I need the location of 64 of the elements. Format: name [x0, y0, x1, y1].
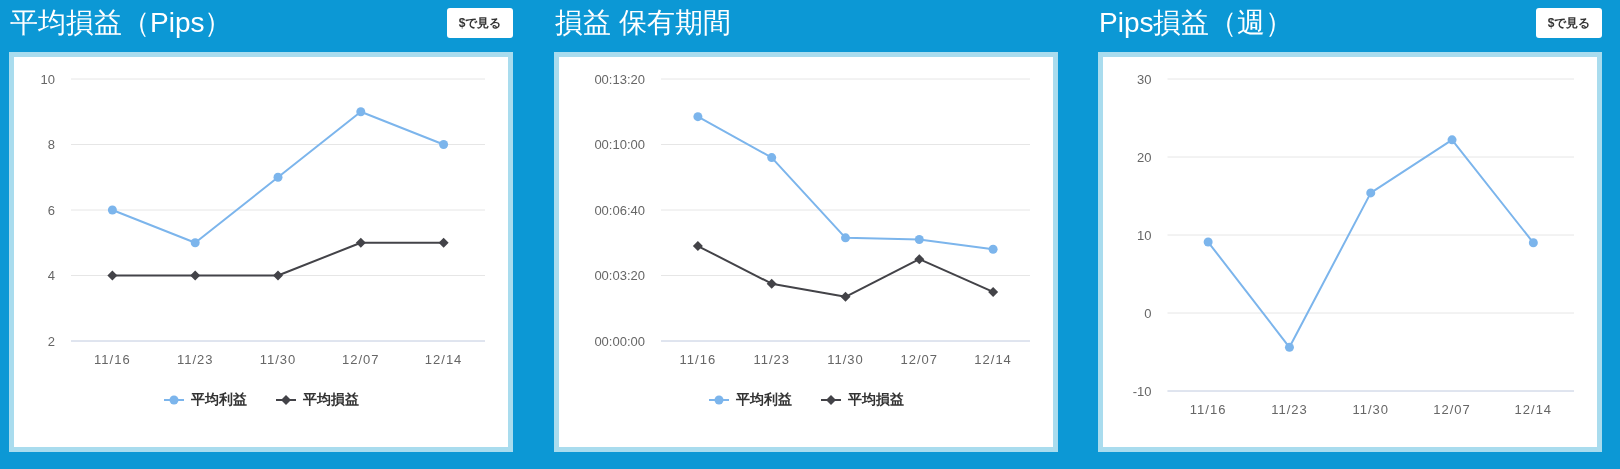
point: [107, 270, 118, 281]
point: [1447, 135, 1457, 145]
y-tick-label: 10: [1137, 227, 1152, 243]
point: [692, 241, 703, 252]
chart-title: Pips損益（週）: [1099, 6, 1294, 40]
y-tick-label: 6: [47, 202, 55, 218]
y-tick-label: 00:06:40: [594, 202, 645, 218]
x-tick-label: 12/07: [342, 352, 380, 368]
point: [438, 237, 449, 248]
legend-label: 平均利益: [735, 391, 792, 409]
x-tick-label: 11/30: [827, 352, 864, 368]
point: [841, 233, 850, 243]
x-tick-label: 11/23: [753, 352, 790, 368]
x-tick-label: 12/14: [424, 352, 463, 368]
point: [273, 270, 283, 281]
x-tick-label: 12/07: [900, 352, 939, 368]
point: [988, 286, 999, 297]
x-tick-label: 12/14: [1514, 402, 1553, 418]
y-tick-label: 00:13:20: [594, 71, 645, 87]
y-tick-label: 30: [1137, 71, 1152, 87]
point: [1203, 237, 1213, 247]
point: [1284, 342, 1294, 352]
y-tick-label: 0: [1144, 305, 1152, 321]
x-tick-label: 11/30: [1352, 402, 1390, 418]
point: [190, 270, 201, 281]
point: [190, 238, 200, 248]
legend-label: 平均損益: [302, 391, 359, 409]
toggle-button[interactable]: $で見る: [1536, 8, 1602, 38]
point: [1366, 188, 1376, 198]
y-tick-label: 00:00:00: [594, 333, 645, 349]
x-tick-label: 11/16: [94, 352, 131, 368]
y-tick-label: 2: [47, 333, 55, 349]
y-tick-label: 8: [47, 137, 55, 153]
point: [439, 140, 449, 149]
point: [356, 107, 366, 117]
legend-label: 平均利益: [190, 391, 247, 409]
x-tick-label: 11/23: [176, 352, 214, 368]
y-tick-label: -10: [1132, 383, 1152, 399]
x-tick-label: 11/23: [1271, 402, 1308, 418]
y-tick-label: 20: [1137, 149, 1152, 165]
point: [107, 205, 117, 215]
point: [355, 237, 366, 248]
legend-label: 平均損益: [847, 391, 904, 409]
point: [767, 153, 777, 163]
y-tick-label: 00:03:20: [594, 268, 645, 284]
point: [840, 291, 851, 302]
point: [1528, 238, 1538, 248]
point: [273, 172, 283, 182]
x-tick-label: 12/14: [974, 352, 1012, 368]
toggle-button[interactable]: $で見る: [447, 8, 513, 38]
point: [914, 234, 924, 244]
y-tick-label: 00:10:00: [594, 137, 645, 153]
chart-title: 平均損益（Pips）: [10, 6, 233, 40]
x-tick-label: 11/30: [259, 352, 297, 368]
chart-title: 損益 保有期間: [555, 6, 731, 40]
point: [693, 112, 703, 122]
x-tick-label: 11/16: [679, 352, 717, 368]
y-tick-label: 4: [47, 268, 55, 284]
x-tick-label: 11/16: [1189, 402, 1227, 418]
point: [766, 278, 777, 289]
point: [988, 244, 998, 254]
x-tick-label: 12/07: [1433, 402, 1471, 418]
point: [914, 254, 925, 265]
y-tick-label: 10: [40, 71, 55, 87]
